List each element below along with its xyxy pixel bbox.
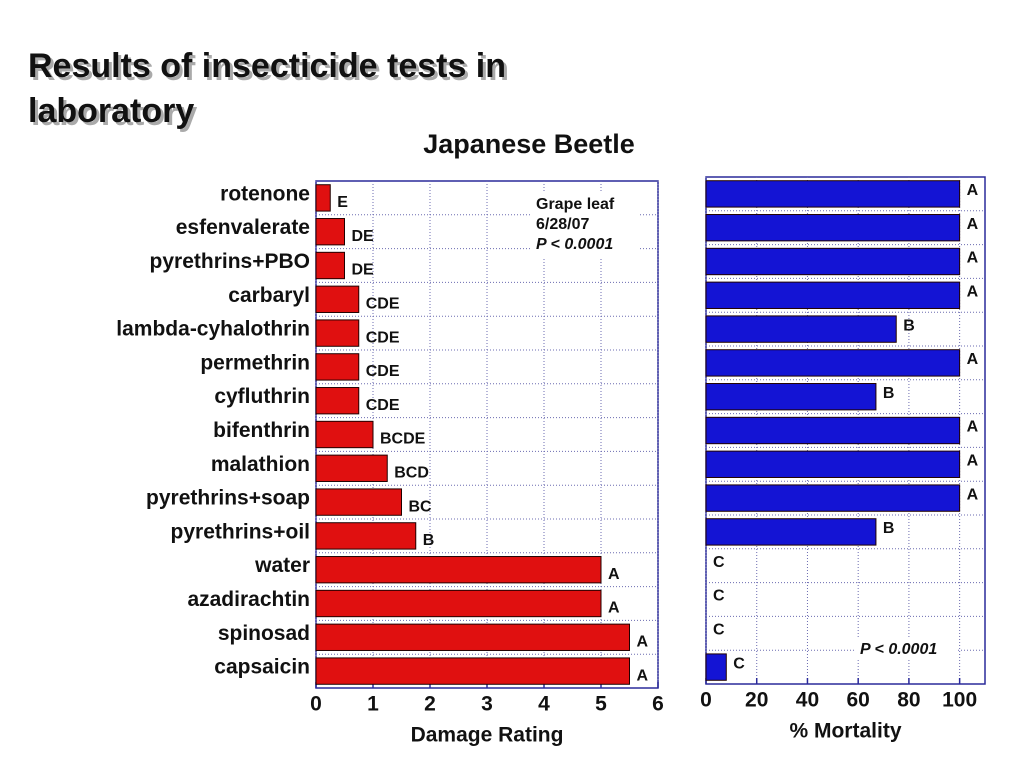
bar [315,184,331,212]
x-tick-label: 60 [847,689,870,712]
bar [705,247,961,276]
category-label: permethrin [200,351,310,374]
x-tick-label: 5 [595,693,607,716]
category-label: capsaicin [214,656,310,679]
significance-letter: CDE [366,363,400,380]
significance-letter: CDE [366,329,400,346]
bar [705,416,961,445]
significance-letter: B [883,385,895,402]
significance-letter: CDE [366,397,400,414]
category-label: pyrethrins+PBO [150,250,310,273]
bar [705,484,961,512]
x-tick-label: 3 [481,693,493,716]
significance-letter: A [637,667,649,684]
significance-letter: DE [352,228,375,245]
significance-letter: A [967,486,979,503]
annotation: Grape leaf [536,196,615,213]
significance-letter: BCD [394,465,429,482]
significance-letter: A [967,284,979,301]
x-tick-label: 2 [424,693,436,716]
bar [315,657,630,685]
significance-letter: B [423,532,435,549]
bar [315,522,417,550]
bar [315,454,388,482]
category-label: spinosad [218,622,310,645]
x-tick-label: 20 [745,689,768,712]
category-label: water [254,554,310,577]
significance-letter: DE [352,262,375,279]
bar [705,214,961,242]
bar [315,353,360,381]
x-tick-label: 6 [652,693,664,716]
annotation-box [532,192,638,258]
x-axis-label: % Mortality [789,720,901,743]
x-tick-label: 40 [796,689,819,712]
category-label: cyfluthrin [214,385,310,408]
x-tick-label: 100 [942,689,977,712]
bar [315,251,345,280]
significance-letter: A [608,600,620,617]
bar [705,518,877,546]
bar [705,349,961,377]
x-tick-label: 4 [538,693,550,716]
x-tick-label: 0 [310,693,322,716]
bar [315,285,360,313]
bar [315,556,602,584]
significance-letter: BCDE [380,431,426,448]
significance-letter: C [713,554,725,571]
x-tick-label: 1 [367,693,379,716]
annotation: P < 0.0001 [536,236,613,253]
bar [315,623,630,651]
significance-letter: A [637,634,649,651]
category-label: esfenvalerate [176,216,310,239]
significance-letter: BC [409,498,433,515]
significance-letter: C [713,588,725,605]
bar [705,653,727,681]
significance-letter: A [967,182,979,199]
bar [705,180,961,208]
significance-letter: C [713,622,725,639]
category-label: azadirachtin [187,588,310,611]
significance-letter: A [967,216,979,233]
significance-letter: C [733,655,745,672]
x-axis-label: Damage Rating [411,724,564,747]
significance-letter: B [903,317,915,334]
category-label: lambda-cyhalothrin [116,318,310,341]
bar [705,450,961,478]
annotation: 6/28/07 [536,216,589,233]
bar [315,488,402,516]
bar [705,383,877,411]
bar [315,420,374,449]
bar [315,589,602,618]
slide-title: Results of insecticide tests in laborator… [28,47,506,130]
significance-letter: A [967,351,979,368]
significance-letter: A [967,419,979,436]
bar [705,281,961,309]
slide-title-shadow: Results of insecticide tests in laborator… [31,50,509,133]
significance-letter: B [883,520,895,537]
category-label: pyrethrins+soap [146,487,310,510]
figure-title: Japanese Beetle [423,129,635,159]
significance-letter: CDE [366,296,400,313]
category-label: bifenthrin [213,419,310,442]
bar [315,387,360,415]
annotation: P < 0.0001 [860,641,937,658]
category-label: carbaryl [228,284,310,307]
significance-letter: A [608,566,620,583]
annotation-box [856,637,958,659]
significance-letter: A [967,250,979,267]
category-label: malathion [211,453,310,476]
bar [315,218,345,246]
x-tick-label: 80 [897,689,920,712]
category-label: pyrethrins+oil [171,520,310,543]
category-label: rotenone [220,182,310,205]
bar [705,315,897,343]
significance-letter: E [337,194,348,211]
bar [315,319,360,347]
significance-letter: A [967,453,979,470]
x-tick-label: 0 [700,689,712,712]
